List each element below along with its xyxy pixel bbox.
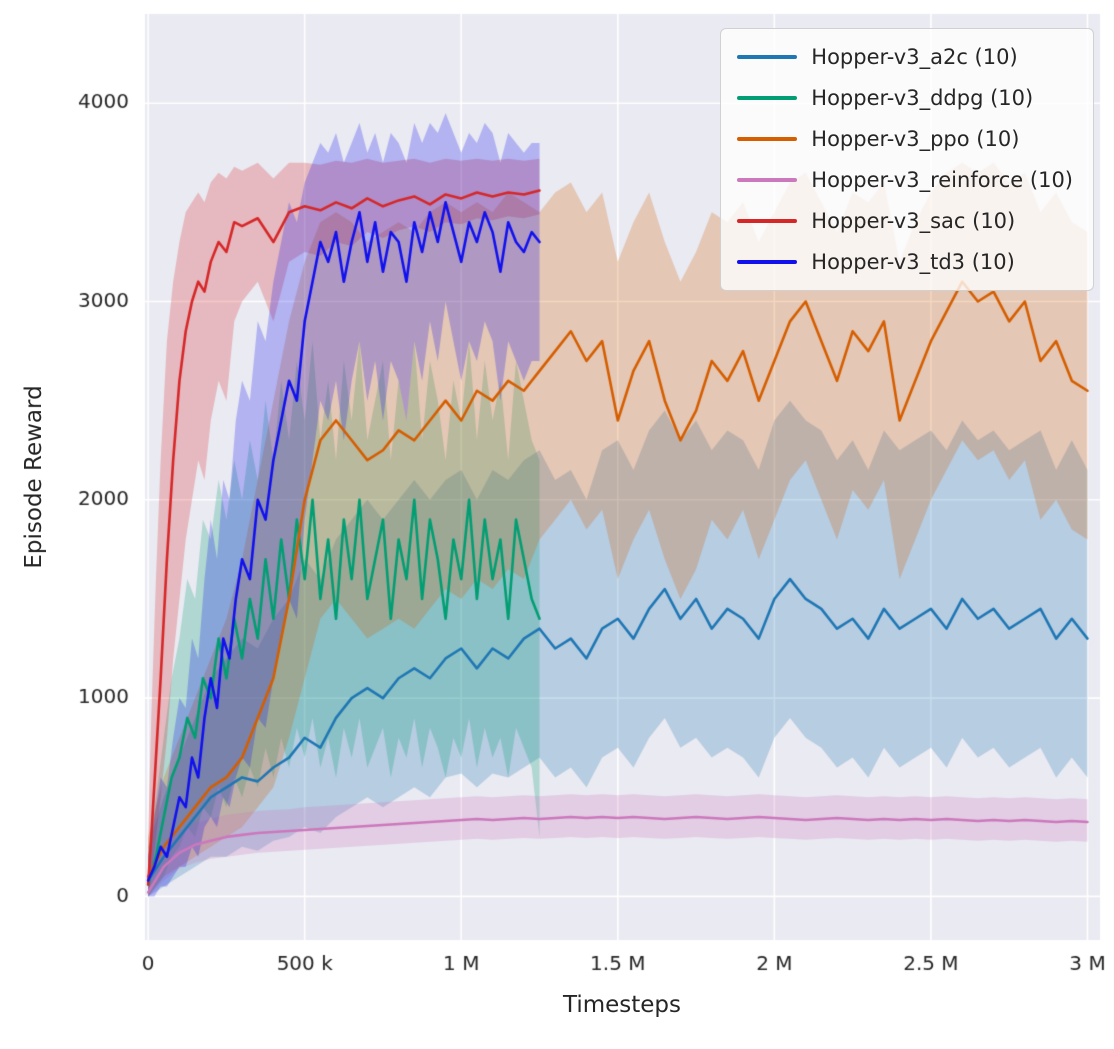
legend-item-td3: Hopper-v3_td3 (10) bbox=[737, 246, 1073, 278]
legend-item-a2c: Hopper-v3_a2c (10) bbox=[737, 41, 1073, 73]
legend-swatch-td3 bbox=[737, 259, 798, 265]
legend-label-ppo: Hopper-v3_ppo (10) bbox=[811, 127, 1020, 151]
legend-swatch-a2c bbox=[737, 54, 798, 60]
legend-label-a2c: Hopper-v3_a2c (10) bbox=[811, 45, 1018, 69]
y-axis-label: Episode Reward bbox=[21, 385, 47, 569]
legend-label-ddpg: Hopper-v3_ddpg (10) bbox=[811, 86, 1034, 110]
legend-item-ddpg: Hopper-v3_ddpg (10) bbox=[737, 82, 1073, 114]
legend-label-td3: Hopper-v3_td3 (10) bbox=[811, 250, 1015, 274]
legend-label-reinforce: Hopper-v3_reinforce (10) bbox=[811, 168, 1073, 192]
legend-swatch-reinforce bbox=[737, 177, 798, 183]
legend-label-sac: Hopper-v3_sac (10) bbox=[811, 209, 1016, 233]
legend-swatch-ppo bbox=[737, 136, 798, 142]
x-axis-label: Timesteps bbox=[562, 992, 682, 1018]
legend-item-sac: Hopper-v3_sac (10) bbox=[737, 205, 1073, 237]
legend-swatch-ddpg bbox=[737, 95, 798, 101]
legend-swatch-sac bbox=[737, 218, 798, 224]
legend-item-ppo: Hopper-v3_ppo (10) bbox=[737, 123, 1073, 155]
legend-item-reinforce: Hopper-v3_reinforce (10) bbox=[737, 164, 1073, 196]
legend: Hopper-v3_a2c (10) Hopper-v3_ddpg (10) Hop… bbox=[720, 28, 1094, 291]
